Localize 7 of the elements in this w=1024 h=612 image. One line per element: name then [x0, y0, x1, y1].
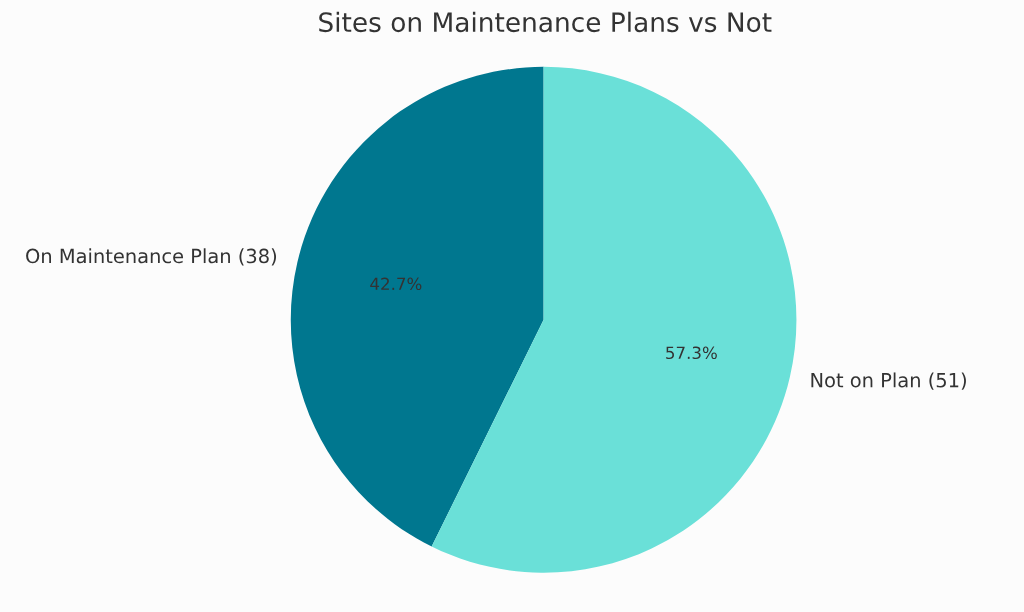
slice-label: On Maintenance Plan (38) — [26, 248, 277, 266]
pie-slice — [431, 66, 797, 573]
pie-slice — [290, 66, 544, 547]
chart-title: Sites on Maintenance Plans vs Not — [319, 11, 772, 33]
data-label: 57.3% — [666, 346, 717, 360]
slice-label: Not on Plan (51) — [811, 372, 966, 390]
data-label: 42.7% — [370, 277, 422, 291]
